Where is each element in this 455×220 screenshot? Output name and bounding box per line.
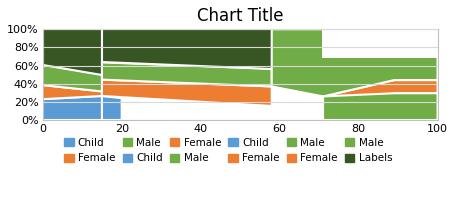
Legend: Child, Female, Male, Child, Female, Male, Child, Female, Male, Female, Male, Lab: Child, Female, Male, Child, Female, Male…	[60, 134, 396, 167]
Polygon shape	[43, 85, 102, 99]
Polygon shape	[102, 29, 272, 69]
Title: Chart Title: Chart Title	[197, 7, 283, 25]
Polygon shape	[43, 29, 102, 75]
Polygon shape	[102, 96, 121, 120]
Polygon shape	[43, 65, 102, 92]
Polygon shape	[323, 93, 438, 120]
Polygon shape	[272, 29, 438, 96]
Polygon shape	[323, 80, 438, 120]
Polygon shape	[102, 80, 272, 106]
Polygon shape	[43, 96, 102, 120]
Polygon shape	[102, 62, 272, 86]
